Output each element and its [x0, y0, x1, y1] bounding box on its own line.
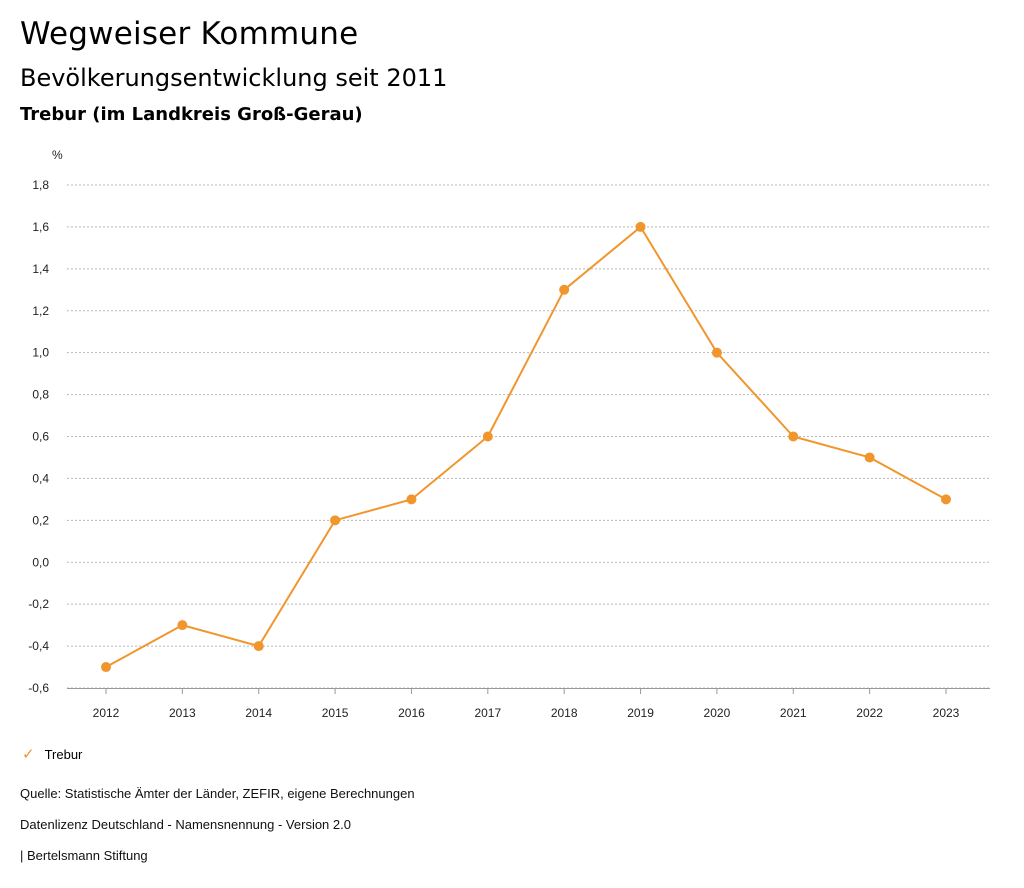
y-tick-label: 0,8 — [32, 388, 49, 402]
y-tick-label: 0,6 — [32, 430, 49, 444]
data-point[interactable] — [101, 662, 111, 673]
legend-label-trebur: Trebur — [44, 746, 83, 762]
y-tick-label: 1,0 — [32, 346, 49, 360]
data-point[interactable] — [330, 515, 341, 526]
x-tick-label: 2021 — [780, 706, 807, 720]
y-tick-label: 0,0 — [32, 555, 49, 569]
x-tick-label: 2015 — [322, 706, 349, 720]
y-tick-label: -0,2 — [28, 597, 49, 611]
y-tick-label: 1,2 — [32, 304, 49, 318]
x-tick-label: 2022 — [856, 706, 883, 720]
region-label: Trebur (im Landkreis Groß-Gerau) — [20, 104, 363, 125]
x-tick-label: 2016 — [398, 706, 425, 720]
legend[interactable]: ✓ Trebur — [22, 745, 82, 763]
license-note: Datenlizenz Deutschland - Namensnennung … — [20, 817, 351, 832]
chart-subtitle: Bevölkerungsentwicklung seit 2011 — [20, 64, 448, 92]
x-tick-label: 2012 — [93, 706, 120, 720]
publisher-note: | Bertelsmann Stiftung — [20, 848, 148, 863]
data-point[interactable] — [635, 221, 646, 232]
x-tick-label: 2018 — [551, 706, 578, 720]
data-point[interactable] — [711, 347, 722, 358]
data-point[interactable] — [406, 494, 417, 505]
page-title: Wegweiser Kommune — [20, 16, 359, 52]
x-tick-label: 2013 — [169, 706, 196, 720]
y-axis-unit-label: % — [52, 148, 63, 162]
data-point[interactable] — [941, 494, 951, 505]
data-point[interactable] — [253, 641, 264, 652]
check-icon[interactable]: ✓ — [22, 745, 35, 763]
data-point[interactable] — [482, 431, 493, 442]
x-tick-label: 2020 — [704, 706, 731, 720]
data-point[interactable] — [177, 620, 188, 631]
x-tick-label: 2019 — [627, 706, 654, 720]
y-tick-label: 0,4 — [32, 471, 49, 485]
y-tick-label: -0,6 — [28, 681, 49, 695]
source-note: Quelle: Statistische Ämter der Länder, Z… — [20, 786, 415, 801]
x-tick-label: 2023 — [933, 706, 960, 720]
y-tick-label: 1,8 — [32, 178, 49, 192]
y-tick-label: 1,6 — [32, 220, 49, 234]
x-tick-label: 2017 — [474, 706, 501, 720]
y-tick-label: -0,4 — [28, 639, 49, 653]
data-point[interactable] — [788, 431, 799, 442]
line-chart: % -0,6 -0,4 -0,2 0,0 0,2 0,4 0,6 0,8 1,0 1,2 1,4 1,… — [28, 148, 990, 720]
data-point[interactable] — [559, 284, 570, 295]
series-line-trebur — [105, 225, 947, 668]
x-tick-label: 2014 — [245, 706, 272, 720]
data-point[interactable] — [864, 452, 875, 463]
y-tick-label: 1,4 — [32, 262, 49, 276]
y-tick-label: 0,2 — [32, 513, 49, 527]
